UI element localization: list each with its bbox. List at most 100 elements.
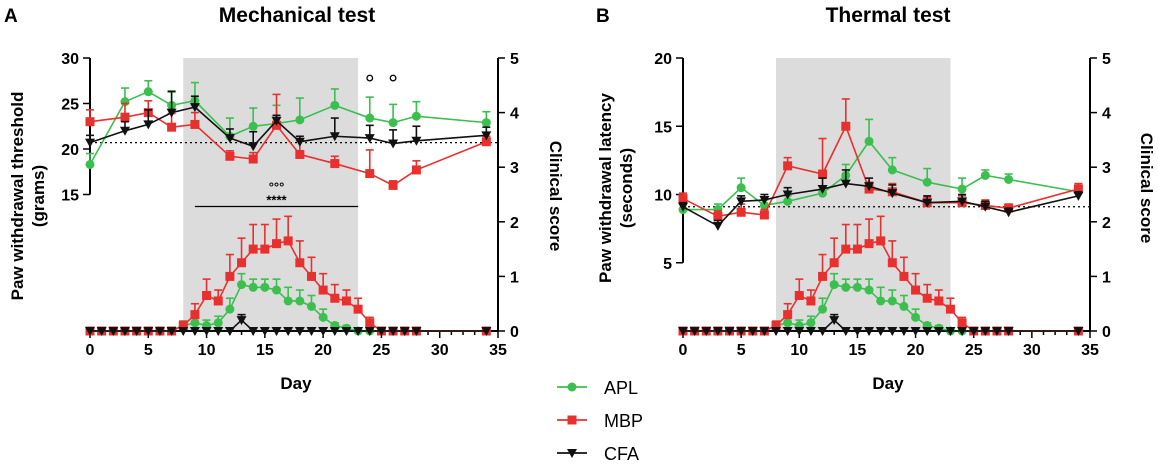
y2-tick-label-b: 0 — [1102, 324, 1111, 341]
y-tick-label-b: 20 — [654, 51, 672, 68]
point-mbp-score-b — [841, 244, 851, 254]
point-mbp-a — [248, 154, 258, 164]
point-cfa-b — [864, 182, 875, 192]
point-cfa-b — [1003, 208, 1014, 218]
point-apl-a — [85, 159, 95, 169]
y2-tick-label-a: 5 — [510, 51, 519, 68]
point-mbp-b — [841, 121, 851, 131]
point-cfa-score-b — [887, 327, 898, 336]
point-mbp-score-b — [794, 291, 804, 301]
panel-a: A Mechanical test Day Paw withdrawal thr… — [4, 4, 565, 393]
point-mbp-score-a — [353, 304, 363, 314]
point-cfa-score-b — [771, 327, 782, 336]
point-cfa-score-b — [817, 327, 828, 336]
point-mbp-score-a — [295, 258, 305, 268]
point-mbp-score-b — [911, 285, 921, 295]
point-cfa-score-a — [213, 327, 224, 336]
point-cfa-score-b — [852, 327, 863, 336]
point-apl-a — [481, 118, 491, 128]
y-tick-label-a: 25 — [61, 97, 79, 114]
x-tick-label-b: 5 — [737, 342, 746, 359]
y2-tick-label-b: 1 — [1102, 269, 1111, 286]
point-mbp-score-b — [887, 258, 897, 268]
y-tick-label-a: 30 — [61, 51, 79, 68]
point-apl-b — [957, 184, 967, 194]
point-mbp-b — [678, 194, 688, 204]
point-apl-score-b — [887, 296, 897, 306]
point-apl-b — [759, 200, 769, 210]
point-mbp-score-a — [190, 310, 200, 320]
point-mbp-a — [167, 122, 177, 132]
point-apl-b — [736, 183, 746, 193]
point-apl-b — [1004, 174, 1014, 184]
point-apl-a — [143, 87, 153, 97]
point-apl-a — [388, 118, 398, 128]
point-cfa-score-a — [306, 327, 317, 336]
point-cfa-score-a — [318, 327, 329, 336]
point-mbp-score-b — [922, 293, 932, 303]
point-cfa-score-a — [166, 327, 177, 336]
point-apl-score-a — [318, 312, 328, 322]
y2-tick-label-b: 5 — [1102, 51, 1111, 68]
point-apl-score-a — [213, 318, 223, 328]
point-apl-score-b — [911, 312, 921, 322]
point-mbp-score-a — [260, 244, 270, 254]
point-mbp-a — [295, 149, 305, 159]
x-tick-label-a: 10 — [198, 342, 216, 359]
point-mbp-b — [783, 161, 793, 171]
point-cfa-score-a — [376, 327, 387, 336]
point-apl-score-a — [283, 296, 293, 306]
y2-tick-label-a: 3 — [510, 160, 519, 177]
point-cfa-score-a — [481, 327, 492, 336]
point-apl-a — [365, 113, 375, 123]
y2-tick-label-a: 1 — [510, 269, 519, 286]
y-tick-label-a: 15 — [61, 188, 79, 205]
point-cfa-a — [481, 131, 492, 141]
x-tick-label-b: 10 — [790, 342, 808, 359]
point-cfa-b — [759, 195, 770, 205]
point-mbp-b — [818, 169, 828, 179]
point-apl-b — [980, 170, 990, 180]
point-apl-score-a — [237, 280, 247, 290]
point-cfa-a — [119, 126, 130, 136]
point-cfa-score-a — [108, 327, 119, 336]
point-mbp-score-a — [225, 271, 235, 281]
point-apl-a — [330, 100, 340, 110]
point-apl-a — [295, 115, 305, 125]
point-cfa-score-a — [388, 327, 399, 336]
y2-tick-label-a: 2 — [510, 215, 519, 232]
x-tick-label-b: 25 — [965, 342, 983, 359]
point-cfa-score-b — [678, 327, 688, 336]
point-mbp-score-b — [934, 296, 944, 306]
x-tick-label-a: 5 — [144, 342, 153, 359]
point-cfa-score-b — [968, 327, 979, 336]
point-cfa-score-b — [805, 327, 816, 336]
point-cfa-b — [736, 197, 747, 207]
point-mbp-a — [365, 169, 375, 179]
y-tick-label-b: 10 — [654, 188, 672, 205]
point-mbp-a — [225, 151, 235, 161]
significance-stars-a: **** — [266, 193, 287, 208]
point-apl-b — [922, 177, 932, 187]
point-mbp-score-b — [864, 239, 874, 249]
legend-marker-cfa — [567, 449, 577, 458]
x-axis-label-b: Day — [872, 374, 904, 393]
x-tick-label-a: 15 — [256, 342, 274, 359]
point-cfa-b — [782, 190, 793, 200]
point-cfa-a — [224, 134, 235, 144]
point-mbp-score-a — [202, 291, 212, 301]
point-apl-score-b — [829, 280, 839, 290]
point-mbp-a — [120, 112, 130, 122]
point-cfa-score-a — [119, 327, 130, 336]
point-mbp-score-b — [852, 244, 862, 254]
series-line-cfa-a — [89, 106, 487, 148]
y-tick-label-b: 5 — [663, 256, 672, 273]
y-tick-label-b: 15 — [654, 119, 672, 136]
point-cfa-score-b — [829, 316, 840, 326]
point-apl-score-b — [864, 285, 874, 295]
y-axis-label-a-line2: (grams) — [29, 165, 48, 227]
point-cfa-score-b — [689, 327, 700, 336]
point-cfa-score-b — [864, 327, 875, 336]
y-tick-label-a: 20 — [61, 142, 79, 159]
